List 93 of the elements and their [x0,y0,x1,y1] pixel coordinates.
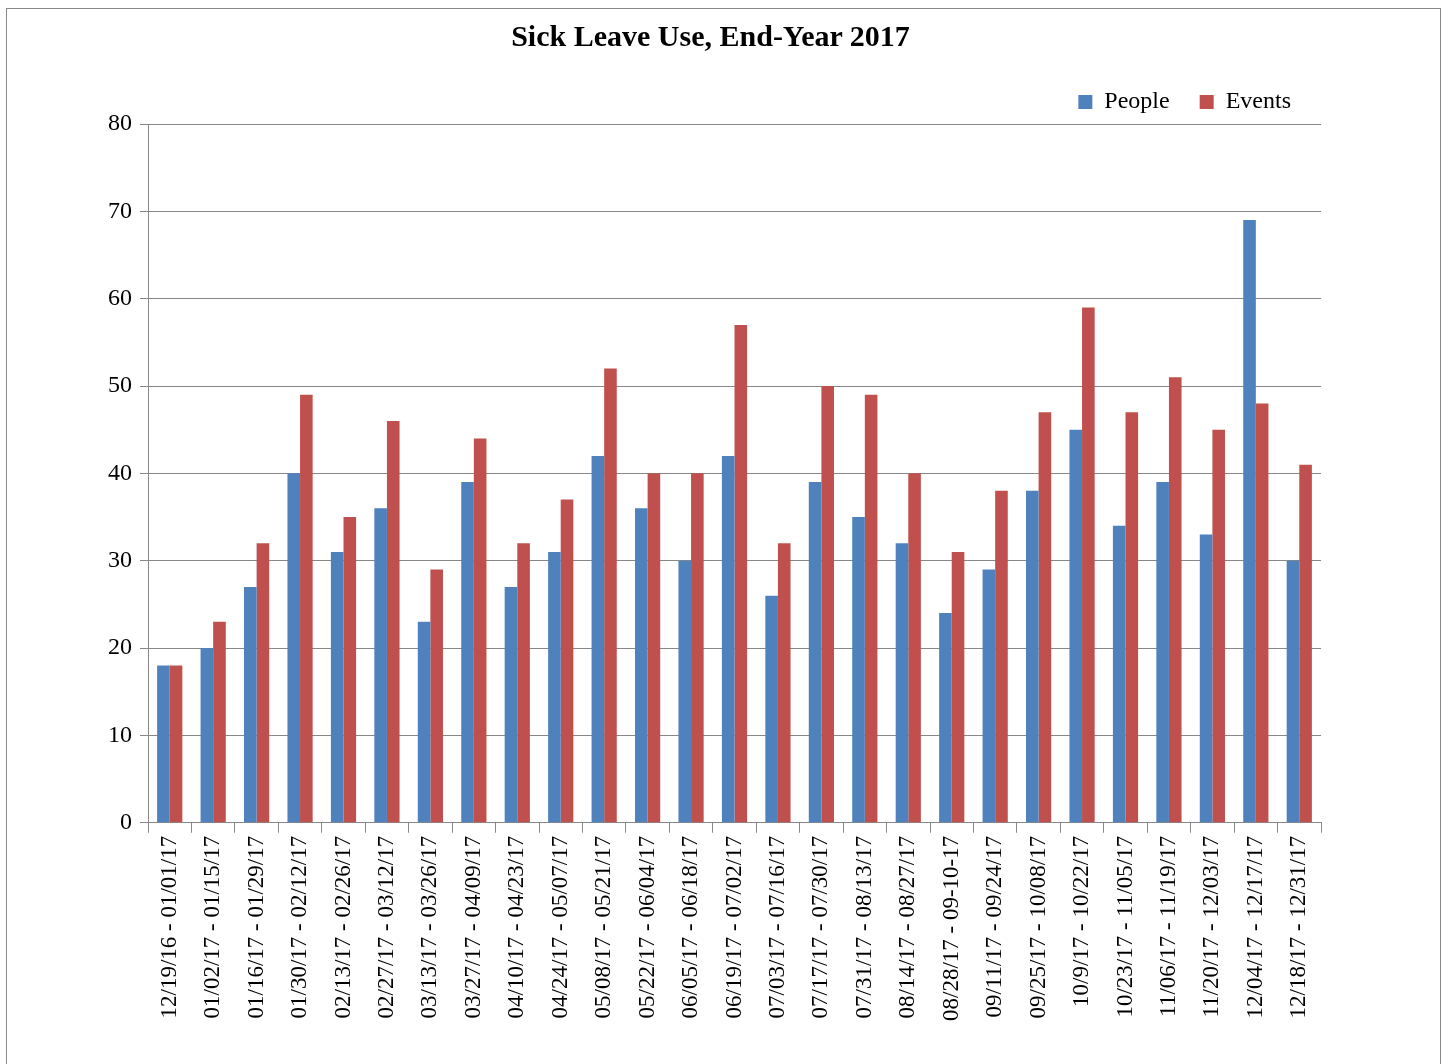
bar [895,543,909,823]
x-tick-label: 07/17/17 - 07/30/17 [807,835,833,1019]
bar [1243,220,1256,823]
bar [330,551,344,823]
y-tick-label: 60 [108,283,132,310]
legend-label: People [1104,87,1170,114]
bar [1112,525,1126,823]
bar [374,508,387,823]
bar [1199,534,1213,823]
bar [1286,560,1300,823]
x-tick-label: 05/08/17 - 05/21/17 [590,835,616,1019]
bar [1168,377,1182,823]
x-tick-label: 04/24/17 - 05/07/17 [546,835,572,1019]
bar [1026,490,1039,823]
x-tick-label: 10/9/17 - 10/22/17 [1068,835,1094,1007]
bar [995,490,1008,823]
bar [1038,412,1052,823]
x-tick-label: 01/30/17 - 02/12/17 [286,835,312,1019]
x-tick-label: 02/13/17 - 02/26/17 [329,835,355,1019]
x-tick-label: 11/20/17 - 12/03/17 [1198,835,1224,1018]
bar [1299,464,1312,823]
x-tick-label: 09/25/17 - 10/08/17 [1024,835,1050,1019]
x-tick-label: 12/04/17 - 12/17/17 [1241,835,1267,1019]
bar [1255,403,1269,823]
bar [635,508,648,823]
y-tick-label: 20 [108,633,132,660]
x-tick-label: 02/27/17 - 03/12/17 [372,835,398,1019]
x-tick-label: 11/06/17 - 11/19/17 [1154,835,1180,1017]
x-tick-label: 08/28/17 - 09-10-17 [937,835,963,1022]
y-tick-label: 50 [108,371,132,398]
x-tick-label: 04/10/17 - 04/23/17 [503,835,529,1019]
x-tick-label: 09/11/17 - 09/24/17 [981,835,1007,1018]
bar [417,621,431,823]
bar [1156,482,1169,823]
bar [647,473,661,823]
bar [821,386,834,823]
bar [1125,412,1139,823]
x-tick-label: 12/18/17 - 12/31/17 [1285,835,1311,1019]
bar [256,543,270,823]
bar [343,517,357,823]
bar [517,543,530,823]
bar [386,420,400,823]
bar [591,455,605,823]
bar [504,586,518,823]
bar [244,586,257,823]
bar [200,648,214,823]
bar [560,499,574,823]
bar [1082,307,1095,823]
bar [939,613,952,823]
bar [808,482,822,823]
bar [765,595,778,823]
bar [157,665,170,823]
y-tick-label: 70 [108,196,132,223]
bar [473,438,487,823]
bar [604,368,617,823]
bar [734,324,748,823]
bar [721,455,735,823]
bar [300,394,313,823]
y-tick-label: 40 [108,458,132,485]
x-tick-label: 01/16/17 - 01/29/17 [242,835,268,1019]
bar [777,543,791,823]
x-tick-label: 07/03/17 - 07/16/17 [763,835,789,1019]
bar [864,394,878,823]
x-tick-label: 03/27/17 - 04/09/17 [459,835,485,1019]
bar [1212,429,1225,823]
x-tick-label: 06/05/17 - 06/18/17 [677,835,703,1019]
bar [169,665,183,823]
bar [287,473,301,823]
bar [982,569,996,823]
bar [908,473,921,823]
chart-title: Sick Leave Use, End-Year 2017 [511,18,910,52]
y-tick-label: 80 [108,109,132,136]
bar [213,621,226,823]
y-tick-label: 0 [120,808,132,835]
y-tick-label: 10 [108,720,132,747]
bar [461,482,474,823]
x-tick-label: 03/13/17 - 03/26/17 [416,835,442,1019]
bar [691,473,704,823]
bar [678,560,692,823]
x-tick-label: 05/22/17 - 06/04/17 [633,835,659,1019]
x-tick-label: 06/19/17 - 07/02/17 [720,835,746,1019]
x-tick-label: 08/14/17 - 08/27/17 [894,835,920,1019]
x-tick-label: 10/23/17 - 11/05/17 [1111,835,1137,1018]
legend-label: Events [1225,87,1292,114]
x-tick-label: 12/19/16 - 01/01/17 [155,835,181,1019]
bar [430,569,443,823]
y-tick-label: 30 [108,546,132,573]
x-tick-label: 01/02/17 - 01/15/17 [199,835,225,1019]
bar [951,551,965,823]
bar [852,517,865,823]
x-tick-label: 07/31/17 - 08/13/17 [850,835,876,1019]
bar [1069,429,1083,823]
bar [548,551,561,823]
